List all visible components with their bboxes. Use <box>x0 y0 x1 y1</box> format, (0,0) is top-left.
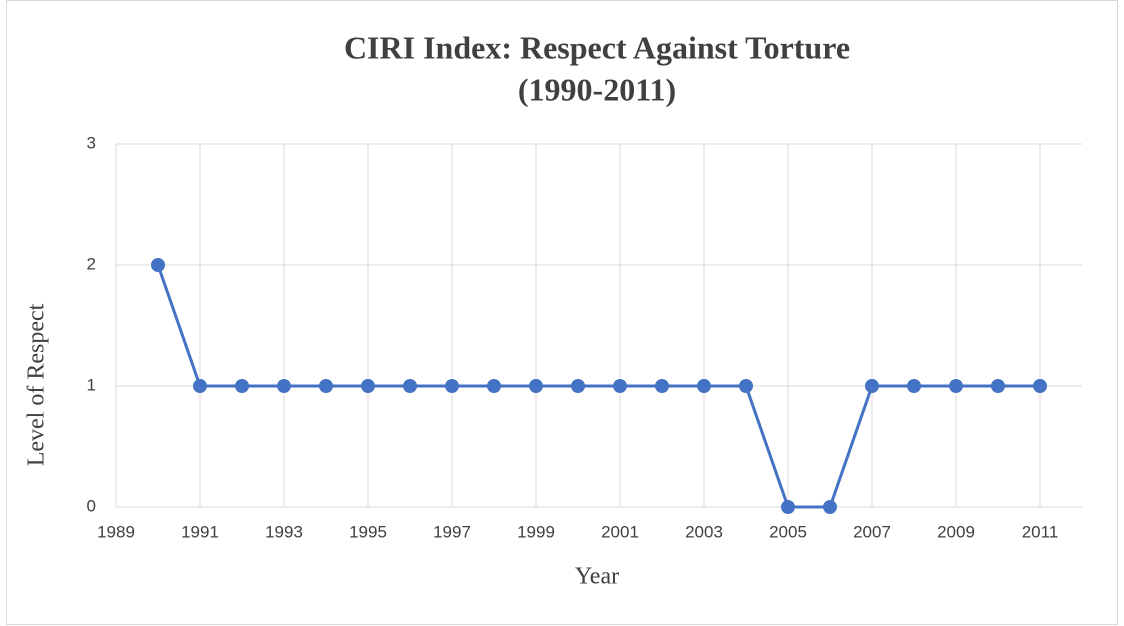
x-tick-label: 1993 <box>265 522 303 541</box>
data-point <box>697 379 711 393</box>
x-tick-label: 2001 <box>601 522 639 541</box>
data-point <box>823 500 837 514</box>
data-point <box>487 379 501 393</box>
data-point <box>781 500 795 514</box>
data-point <box>277 379 291 393</box>
data-point <box>907 379 921 393</box>
x-tick-label: 2011 <box>1022 522 1059 541</box>
data-point <box>403 379 417 393</box>
data-point <box>445 379 459 393</box>
x-axis-title: Year <box>575 564 619 590</box>
x-tick-label: 2005 <box>769 522 807 541</box>
x-tick-label: 1995 <box>349 522 387 541</box>
y-axis-title: Level of Respect <box>24 303 50 466</box>
x-tick-label: 1989 <box>97 522 135 541</box>
y-tick-label: 0 <box>87 496 96 515</box>
data-point <box>739 379 753 393</box>
chart-frame <box>6 0 1118 625</box>
data-point <box>655 379 669 393</box>
x-tick-label: 1999 <box>517 522 555 541</box>
data-point <box>235 379 249 393</box>
x-tick-label: 2009 <box>937 522 975 541</box>
chart-title: CIRI Index: Respect Against Torture <box>344 29 850 65</box>
data-point <box>949 379 963 393</box>
y-tick-label: 3 <box>87 133 96 152</box>
x-tick-label: 2007 <box>853 522 891 541</box>
data-line <box>156 264 1040 509</box>
data-point <box>319 379 333 393</box>
data-point <box>613 379 627 393</box>
data-point <box>1033 379 1047 393</box>
data-point <box>151 258 165 272</box>
chart-title: (1990-2011) <box>518 71 676 107</box>
data-point <box>193 379 207 393</box>
data-point <box>991 379 1005 393</box>
x-tick-label: 2003 <box>685 522 723 541</box>
y-tick-label: 1 <box>87 375 96 394</box>
data-point <box>361 379 375 393</box>
data-point <box>865 379 879 393</box>
y-tick-label: 2 <box>87 254 96 273</box>
x-tick-label: 1997 <box>433 522 471 541</box>
data-point <box>571 379 585 393</box>
x-tick-label: 1991 <box>181 522 219 541</box>
data-point <box>529 379 543 393</box>
